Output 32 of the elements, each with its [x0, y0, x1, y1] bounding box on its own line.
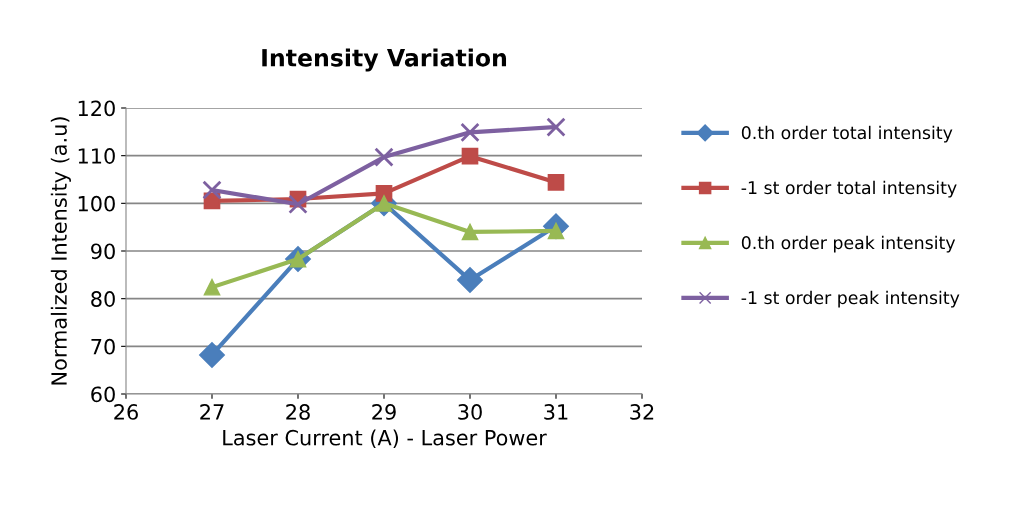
- point: [461, 223, 479, 241]
- point: [457, 267, 483, 294]
- point: [460, 122, 480, 143]
- point: [547, 174, 565, 191]
- point: [202, 180, 222, 200]
- x-tick-label: 31: [544, 404, 568, 420]
- y-tick-label: 60: [91, 386, 115, 403]
- point: [199, 341, 225, 368]
- x-tick-label: 26: [114, 404, 138, 420]
- y-tick-label: 70: [91, 338, 115, 355]
- legend-label: -1 st order total intensity: [741, 180, 957, 198]
- point: [374, 147, 394, 167]
- legend-label: 0.th order total intensity: [741, 125, 953, 143]
- x-tick-label: 29: [372, 404, 396, 420]
- x-tick-label: 27: [200, 404, 224, 420]
- point: [546, 117, 566, 137]
- point: [203, 278, 221, 296]
- chart-title: Intensity Variation: [262, 48, 507, 72]
- y-tick-label: 80: [91, 291, 115, 307]
- y-tick-label: 90: [91, 243, 115, 260]
- y-tick-label: 120: [78, 100, 115, 117]
- legend-label: -1 st order peak intensity: [741, 290, 960, 308]
- y-tick-label: 100: [78, 195, 115, 212]
- x-tick-label: 32: [630, 404, 654, 420]
- y-tick-label: 110: [78, 148, 115, 164]
- legend-label: 0.th order peak intensity: [741, 235, 956, 253]
- x-axis-title: Laser Current (A) - Laser Power: [223, 429, 547, 449]
- point: [288, 194, 308, 215]
- x-tick-label: 28: [286, 404, 310, 420]
- x-tick-label: 30: [458, 404, 482, 420]
- y-axis-title: Normalized Intensity (a.u): [50, 117, 71, 385]
- point: [461, 147, 479, 165]
